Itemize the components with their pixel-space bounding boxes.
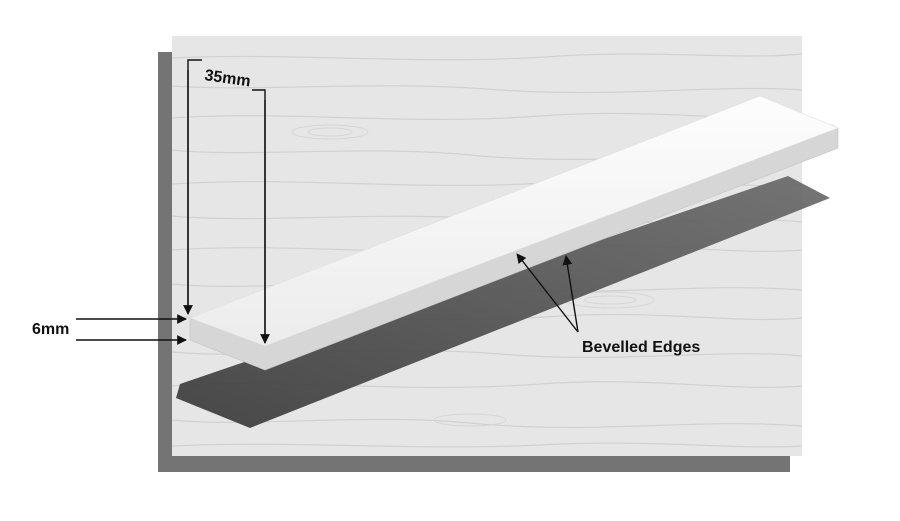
strip-cast-shadow — [176, 176, 830, 428]
bevelled-edges-label: Bevelled Edges — [582, 339, 700, 356]
thickness-label: 6mm — [32, 321, 69, 338]
thickness-dimension-indicator — [76, 314, 187, 345]
width-label: 35mm — [203, 67, 251, 90]
width-dimension-indicator — [183, 59, 270, 344]
strip-top-face — [189, 95, 839, 347]
bevel-callout-arrows — [516, 253, 579, 333]
